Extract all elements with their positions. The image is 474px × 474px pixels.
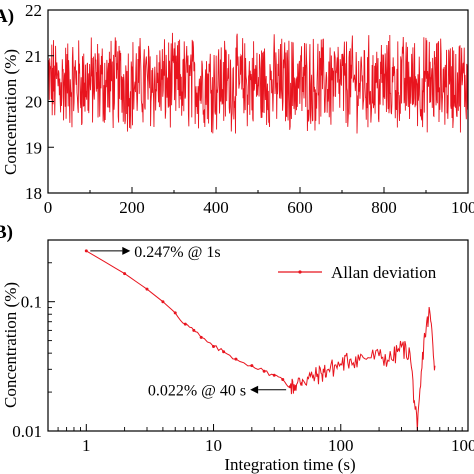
panel-a-x-tick-label: 400 xyxy=(203,198,229,217)
panel-b-data-point xyxy=(173,311,177,315)
panel-b-data-point xyxy=(84,249,88,253)
panel-b-y-axis-title: Concentration (%) xyxy=(1,282,20,408)
panel-a-y-axis-title: Concentration (%) xyxy=(1,49,20,175)
panel-a-y-tick-label: 18 xyxy=(25,184,42,203)
legend-label: Allan deviation xyxy=(331,263,437,282)
panel-a-x-tick-label: 600 xyxy=(287,198,313,217)
panel-a-x-tick-label: 0 xyxy=(44,198,53,217)
panel-a-x-tick-label: 200 xyxy=(119,198,145,217)
legend-marker-swatch xyxy=(298,270,302,274)
panel-b-data-point xyxy=(262,369,266,373)
panel-b: B) Concentration (%) Integration time (s… xyxy=(0,222,474,474)
panel-b-frame xyxy=(47,239,469,432)
panel-b-data-point xyxy=(123,272,127,276)
legend: Allan deviation xyxy=(278,263,437,282)
panel-b-x-tick-label: 10 xyxy=(205,436,222,455)
panel-a-y-tick-label: 20 xyxy=(25,93,42,112)
annotation-1-arrowhead xyxy=(122,246,131,255)
panel-a-x-tick-label: 800 xyxy=(371,198,397,217)
panel-b-data-point xyxy=(272,373,276,377)
panel-b-y-tick-label: 0.01 xyxy=(12,422,42,441)
panel-b-x-axis-title: Integration time (s) xyxy=(224,455,355,474)
panel-b-x-tick-label: 1 xyxy=(82,436,91,455)
panel-b-data-point xyxy=(145,287,149,291)
panel-b-data-point xyxy=(281,378,285,382)
panel-b-y-tick-label: 0.1 xyxy=(21,293,42,312)
panel-b-x-tick-label: 100 xyxy=(328,436,354,455)
panel-b-data-point xyxy=(183,322,187,326)
panel-a-label: A) xyxy=(0,6,14,27)
annotation-1-text: 0.247% @ 1s xyxy=(134,244,220,261)
panel-b-label: B) xyxy=(0,222,13,243)
panel-b-data-point xyxy=(199,335,203,339)
panel-b-data-point xyxy=(212,345,216,349)
panel-a-y-tick-label: 19 xyxy=(25,138,42,157)
panel-b-data-point xyxy=(161,300,165,304)
annotation-2-text: 0.022% @ 40 s xyxy=(148,383,246,400)
panel-a-series-line xyxy=(47,32,469,134)
panel-b-data-point xyxy=(222,350,226,354)
panel-b-data-point xyxy=(250,364,254,368)
panel-b-data-point xyxy=(234,357,238,361)
annotation-2-arrowhead xyxy=(250,385,259,394)
panel-a-y-tick-label: 22 xyxy=(25,1,42,20)
panel-b-data-point xyxy=(192,328,196,332)
panel-b-series-line xyxy=(86,250,436,432)
panel-a-y-tick-label: 21 xyxy=(25,47,42,66)
panel-b-data-point xyxy=(288,385,292,389)
